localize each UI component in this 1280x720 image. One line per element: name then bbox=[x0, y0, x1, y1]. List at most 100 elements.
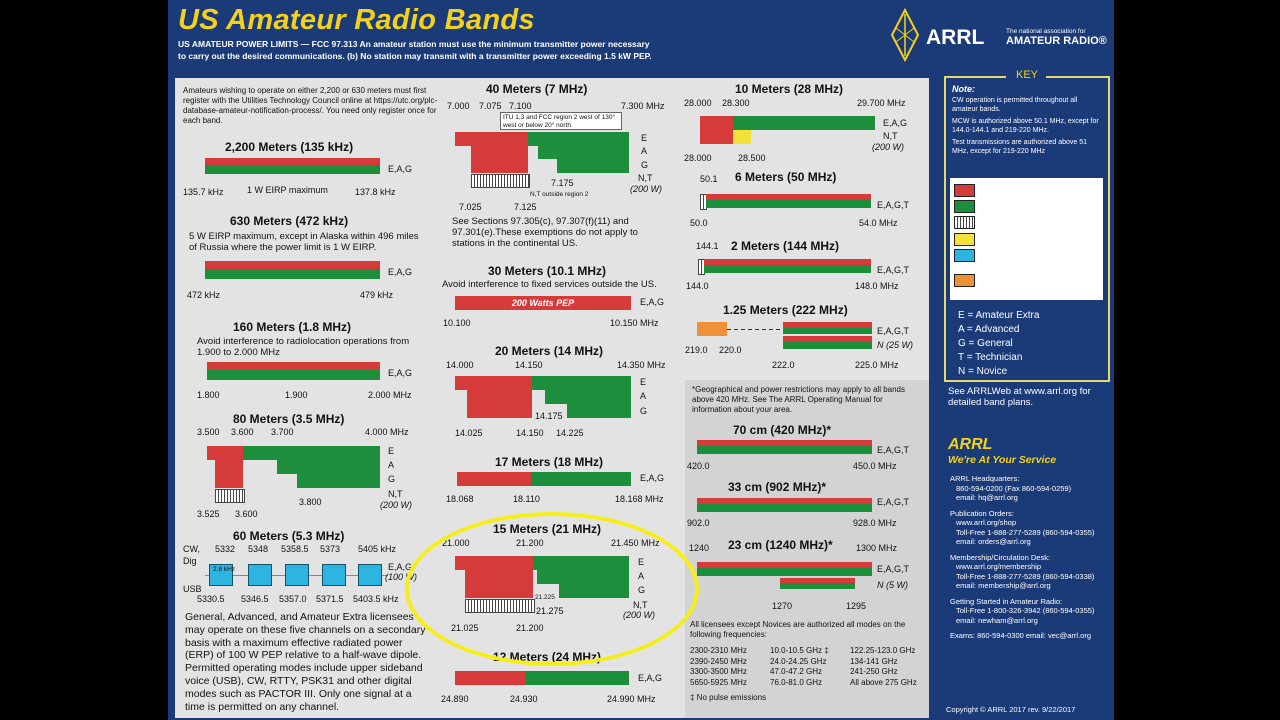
band-630-classes: E,A,G bbox=[388, 267, 413, 277]
freq-cell: 134-141 GHz bbox=[850, 656, 898, 666]
legend: = RTTY and data = phone and image = CW o… bbox=[950, 178, 1103, 300]
band-10-rtty bbox=[700, 130, 733, 144]
band-12-phone bbox=[525, 671, 629, 685]
band-40-outside: N,T outside region 2 bbox=[530, 191, 589, 198]
band-10-phone bbox=[733, 116, 875, 130]
freq-cell: 5650-5925 MHz bbox=[690, 677, 747, 687]
logo-amateur-radio: AMATEUR RADIO® bbox=[1006, 35, 1107, 47]
band-23-f2: 1295 bbox=[846, 601, 867, 611]
power-limits-line-1: US AMATEUR POWER LIMITS — FCC 97.313 An … bbox=[178, 39, 650, 49]
band-6-top: 50.1 bbox=[700, 174, 718, 184]
class-technician: T = Technician bbox=[958, 352, 1023, 363]
band-60-bw: 2.8 kHz bbox=[213, 566, 236, 573]
band-6-rtty bbox=[706, 194, 871, 200]
band-40-extra-rtty bbox=[455, 132, 528, 146]
band-6-title: 6 Meters (50 MHz) bbox=[735, 170, 837, 184]
band-40-top-1: 7.000 bbox=[447, 101, 470, 111]
band-80-extra-phone bbox=[243, 446, 380, 460]
band-125-gap bbox=[727, 329, 783, 330]
band-125-fixed bbox=[697, 322, 727, 336]
band-20-bot-2: 14.150 bbox=[516, 428, 544, 438]
band-60-cw-label: CW, bbox=[183, 544, 200, 554]
band-20-title: 20 Meters (14 MHz) bbox=[495, 344, 604, 358]
band-2-rtty bbox=[704, 259, 871, 265]
band-60-power: (100 W) bbox=[385, 572, 418, 582]
legend-cw: = CW only bbox=[978, 216, 1023, 227]
class-novice: N = Novice bbox=[958, 366, 1008, 377]
band-70-title: 70 cm (420 MHz)* bbox=[733, 423, 832, 437]
freq-cell: 241-250 GHz bbox=[850, 667, 898, 676]
see-arrlweb: See ARRLWeb at www.arrl.org for detailed… bbox=[948, 386, 1091, 408]
band-2200-low: 135.7 kHz bbox=[183, 187, 224, 197]
band-2200-rtty bbox=[205, 158, 380, 165]
band-60-top-1: 5332 bbox=[215, 544, 236, 554]
freq-cell: 2390-2450 MHz bbox=[690, 656, 747, 666]
band-70-rtty bbox=[697, 440, 872, 446]
contact-line: email: hq@arrl.org bbox=[956, 493, 1018, 502]
freq-cell: 76.0-81.0 GHz bbox=[770, 677, 823, 687]
band-160-f1: 1.800 bbox=[197, 390, 220, 400]
band-160-note: Avoid interference to radiolocation oper… bbox=[197, 336, 410, 358]
band-40-bot-2: 7.125 bbox=[514, 202, 537, 212]
band-40-top-3: 7.100 bbox=[509, 101, 532, 111]
band-30-note: Avoid interference to fixed services out… bbox=[442, 279, 657, 290]
legend-cw-swatch bbox=[954, 216, 975, 229]
contact-pub: Publication Orders: www.arrl.org/shop Toll… bbox=[950, 509, 1110, 547]
freq-cell: 122.25-123.0 GHz bbox=[850, 646, 916, 655]
contact-line: Toll-Free 1-800-326-3942 (860-594-0355) bbox=[956, 606, 1095, 615]
key-note-title: Note: bbox=[952, 84, 975, 94]
band-2-top: 144.1 bbox=[696, 241, 719, 251]
band-60-top-4: 5373 bbox=[320, 544, 341, 554]
legend-usb-swatch bbox=[954, 249, 975, 262]
band-20-extra-phone bbox=[532, 376, 631, 390]
uhf-box bbox=[685, 380, 929, 718]
freq-cell: 3300-3500 MHz bbox=[690, 667, 747, 676]
band-60-top-2: 5348 bbox=[248, 544, 269, 554]
band-40-mid: 7.175 bbox=[551, 178, 574, 188]
band-30-high: 10.150 MHz bbox=[610, 318, 659, 328]
band-125-f4: 225.0 MHz bbox=[855, 360, 899, 370]
band-80-top-4: 4.000 MHz bbox=[365, 427, 409, 437]
band-40-title: 40 Meters (7 MHz) bbox=[486, 82, 588, 96]
band-10-classes: E,A,G bbox=[883, 118, 908, 128]
band-2200-high: 137.8 kHz bbox=[355, 187, 396, 197]
key-box: KEY Note: CW operation is permitted thro… bbox=[944, 69, 1110, 382]
band-20-rtty bbox=[467, 390, 532, 418]
freq-table: 2300-2310 MHz 10.0-10.5 GHz ‡ 122.25-123.0… bbox=[690, 646, 926, 688]
class-advanced: A = Advanced bbox=[958, 324, 1020, 335]
band-2-high: 148.0 MHz bbox=[855, 281, 899, 291]
band-70-classes: E,A,G,T bbox=[877, 445, 910, 455]
freq-row: 3300-3500 MHz 47.0-47.2 GHz 241-250 GHz bbox=[690, 667, 926, 678]
band-2200-classes: E,A,G bbox=[388, 164, 413, 174]
contact-line: Publication Orders: bbox=[950, 508, 1014, 518]
band-23-classes: E,A,G,T bbox=[877, 564, 910, 574]
band-60-ch3 bbox=[285, 564, 309, 586]
band-125-power: N (25 W) bbox=[877, 340, 913, 350]
contact-line: email: orders@arrl.org bbox=[956, 537, 1031, 546]
band-10-ssb bbox=[733, 130, 751, 144]
band-20-class-e: E bbox=[640, 377, 647, 387]
legend-phone-swatch bbox=[954, 200, 975, 213]
logo-tagline: The national association for bbox=[1006, 28, 1086, 35]
band-17-classes: E,A,G bbox=[640, 473, 665, 483]
band-70-phone bbox=[697, 446, 872, 454]
band-40-class-e: E bbox=[641, 133, 648, 143]
band-40-note: See Sections 97.305(c), 97.307(f)(11) an… bbox=[452, 216, 638, 249]
arrl-tagline: We're At Your Service bbox=[948, 454, 1057, 466]
freq-row: 5650-5925 MHz 76.0-81.0 GHz All above 275 … bbox=[690, 678, 926, 689]
pulse-note: ‡ No pulse emissions bbox=[690, 693, 767, 702]
band-125-title: 1.25 Meters (222 MHz) bbox=[723, 303, 848, 317]
band-60-bot-3: 5357.0 bbox=[279, 594, 307, 604]
band-80-title: 80 Meters (3.5 MHz) bbox=[233, 412, 345, 426]
band-23-n-rtty bbox=[780, 578, 855, 583]
band-17-phone bbox=[531, 472, 631, 486]
band-40-power: (200 W) bbox=[630, 184, 663, 194]
band-6-low: 50.0 bbox=[690, 218, 708, 228]
contact-member: Membership/Circulation Desk: www.arrl.org… bbox=[950, 553, 1110, 591]
band-20-mid: 14.175 bbox=[535, 411, 563, 421]
key-title: KEY bbox=[1015, 69, 1038, 81]
band-30-low: 10.100 bbox=[443, 318, 471, 328]
band-10-extra-rtty bbox=[700, 116, 733, 130]
arrl-logo: ARRL The national association for AMATEU… bbox=[888, 8, 1113, 64]
band-60-top-5: 5405 kHz bbox=[358, 544, 397, 554]
